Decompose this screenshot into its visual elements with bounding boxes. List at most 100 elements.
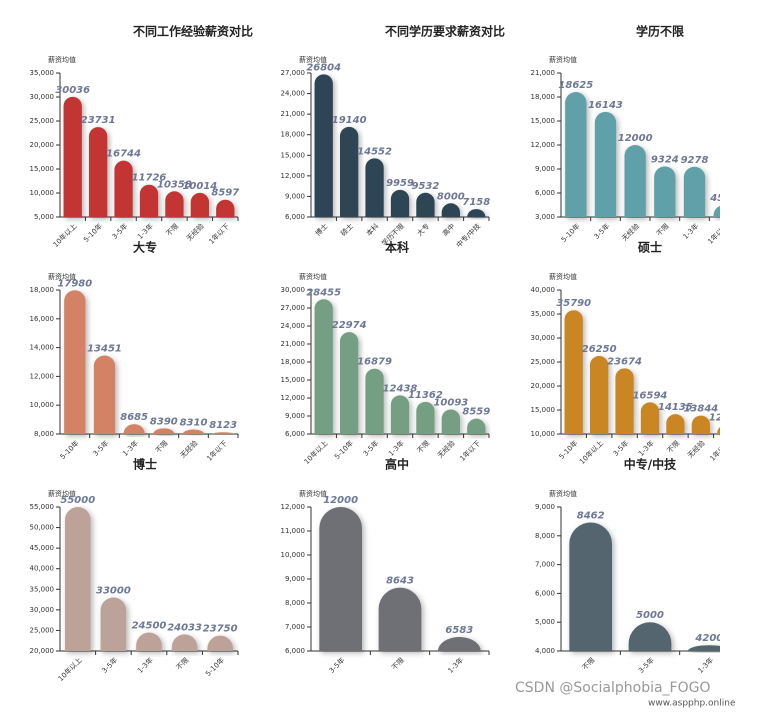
value-label: 8597: [211, 188, 239, 199]
bar: [654, 166, 676, 217]
bar: [467, 418, 486, 434]
bar: [687, 645, 720, 651]
bar: [212, 432, 234, 434]
x-tick-label: 大专: [415, 221, 431, 237]
y-axis-label: 薪资均值: [48, 489, 76, 498]
y-tick-label: 18,000: [30, 286, 55, 294]
y-tick-label: 10,000: [281, 551, 306, 559]
value-label: 12000: [709, 412, 744, 423]
y-tick-label: 21,000: [281, 110, 306, 118]
bar: [713, 205, 720, 217]
x-tick-label: 5-10年: [203, 655, 226, 678]
value-label: 13844: [683, 404, 718, 415]
bar: [615, 368, 634, 434]
x-tick-label: 不限: [164, 221, 180, 237]
chart-title: 中专/中技: [624, 457, 677, 472]
x-tick-label: 博士: [313, 221, 329, 237]
y-tick-label: 25,000: [30, 117, 55, 125]
x-tick-label: 3-5年: [110, 221, 129, 240]
y-tick-label: 9,000: [535, 503, 555, 511]
bar: [569, 522, 613, 651]
value-label: 9532: [412, 181, 440, 192]
bar: [666, 414, 685, 434]
y-tick-label: 25,000: [531, 358, 556, 366]
value-label: 8310: [180, 418, 208, 429]
y-tick-label: 15,000: [531, 117, 556, 125]
y-tick-label: 35,000: [531, 310, 556, 318]
bar: [171, 634, 198, 651]
value-label: 55000: [60, 495, 95, 506]
x-tick-label: 无经验: [685, 438, 706, 459]
value-label: 12000: [323, 495, 358, 506]
x-tick-label: 3-5年: [91, 438, 110, 457]
bar: [314, 299, 333, 434]
x-tick-label: 10年以上: [56, 655, 84, 683]
x-tick-label: 5-10年: [332, 438, 355, 461]
y-tick-label: 9,000: [535, 165, 555, 173]
y-tick-label: 55,000: [30, 503, 55, 511]
x-tick-label: 1-3年: [446, 655, 465, 674]
value-label: 5000: [636, 610, 664, 621]
bar: [628, 622, 672, 651]
y-tick-label: 15,000: [30, 165, 55, 173]
chart-title: 不同学历要求薪资对比: [385, 24, 505, 39]
bar: [123, 424, 145, 434]
y-tick-label: 8,000: [34, 430, 54, 438]
value-label: 16143: [588, 100, 623, 111]
y-tick-label: 12,000: [281, 394, 306, 402]
x-tick-label: 1年以下: [458, 438, 482, 462]
bar: [717, 426, 720, 434]
y-tick-label: 30,000: [531, 334, 556, 342]
y-tick-label: 6,000: [535, 189, 555, 197]
x-tick-label: 1年以下: [205, 438, 229, 462]
chart-title: 大专: [133, 240, 157, 255]
value-label: 35790: [556, 298, 591, 309]
y-tick-label: 12,000: [281, 503, 306, 511]
bar: [390, 395, 410, 434]
y-tick-label: 6,000: [535, 589, 555, 597]
x-tick-label: 3-5年: [611, 438, 630, 457]
bar: [63, 96, 82, 217]
x-tick-label: 3-5年: [636, 655, 655, 674]
x-tick-label: 无经验: [620, 221, 641, 242]
value-label: 4200: [694, 633, 723, 644]
bar: [136, 632, 162, 651]
value-label: 8390: [150, 416, 178, 427]
value-label: 9278: [681, 155, 709, 166]
site-watermark: www.aspphp.online: [648, 699, 736, 709]
x-tick-label: 不限: [580, 655, 596, 671]
y-tick-label: 3,000: [535, 213, 555, 221]
bar: [691, 415, 711, 434]
bar: [441, 203, 461, 217]
bar: [139, 184, 159, 217]
y-tick-label: 14,000: [30, 344, 55, 352]
x-tick-label: 高中: [440, 221, 456, 237]
y-tick-label: 27,000: [281, 304, 306, 312]
bar: [565, 92, 587, 217]
bar: [416, 401, 435, 434]
y-tick-label: 24,000: [281, 90, 306, 98]
bar: [114, 160, 133, 217]
value-label: 18625: [558, 80, 593, 91]
bar: [88, 127, 108, 217]
y-tick-label: 8,000: [285, 599, 305, 607]
y-axis-label: 薪资均值: [299, 489, 327, 498]
y-axis-label: 薪资均值: [549, 489, 577, 498]
y-tick-label: 45,000: [30, 544, 55, 552]
value-label: 14135: [658, 402, 693, 413]
bar: [365, 368, 384, 434]
y-tick-label: 15,000: [281, 151, 306, 159]
value-label: 23731: [81, 115, 116, 126]
x-tick-label: 3-5年: [361, 438, 380, 457]
value-label: 8559: [462, 407, 490, 418]
bar: [339, 332, 359, 434]
y-tick-label: 11,000: [281, 527, 306, 535]
bar: [624, 145, 646, 217]
y-axis-label: 薪资均值: [549, 55, 577, 64]
bar: [589, 356, 609, 434]
x-tick-label: 5-10年: [557, 438, 580, 461]
y-tick-label: 30,000: [30, 606, 55, 614]
